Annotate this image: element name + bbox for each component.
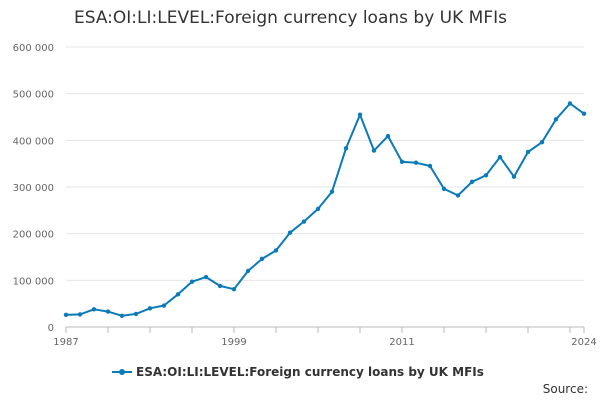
data-point	[357, 112, 363, 117]
data-point	[455, 193, 461, 198]
data-point	[231, 287, 237, 292]
data-point	[525, 149, 531, 155]
data-point	[91, 307, 97, 312]
data-point	[217, 283, 223, 289]
data-point	[399, 159, 405, 164]
x-tick-label: 2024	[571, 337, 596, 348]
data-point	[273, 248, 279, 253]
data-point	[119, 313, 125, 318]
data-point	[385, 133, 391, 139]
data-point	[343, 146, 349, 151]
chart-title: ESA:OI:LI:LEVEL:Foreign currency loans b…	[74, 8, 507, 28]
data-point	[63, 312, 69, 318]
data-point	[581, 111, 587, 116]
y-tick-label: 200 000	[13, 230, 54, 241]
y-tick-label: 400 000	[13, 136, 54, 147]
data-point	[287, 230, 293, 235]
legend-swatch-icon	[112, 367, 132, 377]
data-point	[483, 173, 489, 178]
data-point	[511, 174, 517, 179]
y-tick-label: 500 000	[13, 90, 54, 101]
source-label: Source:	[542, 382, 588, 396]
x-tick-label: 1999	[221, 337, 246, 348]
series-layer	[63, 101, 587, 318]
data-point	[189, 279, 195, 284]
data-point	[567, 101, 573, 106]
legend[interactable]: ESA:OI:LI:LEVEL:Foreign currency loans b…	[112, 365, 484, 379]
data-point	[301, 219, 307, 224]
data-point	[315, 206, 321, 212]
data-point	[203, 274, 209, 280]
grid-lines	[66, 46, 584, 328]
data-point	[77, 312, 83, 317]
data-point	[147, 306, 153, 311]
data-point	[133, 311, 139, 317]
y-tick-label: 0	[48, 323, 54, 334]
series-line	[65, 102, 585, 317]
data-point	[161, 303, 167, 308]
data-point	[245, 268, 251, 274]
data-point	[175, 292, 181, 297]
x-tick-label: 1987	[53, 337, 78, 348]
x-tick-label: 2011	[389, 337, 414, 348]
legend-label: ESA:OI:LI:LEVEL:Foreign currency loans b…	[136, 365, 484, 379]
data-point	[539, 140, 545, 145]
data-point	[329, 189, 335, 194]
y-tick-label: 100 000	[13, 276, 54, 287]
data-point	[259, 256, 265, 262]
data-point	[413, 160, 419, 165]
data-point	[553, 117, 559, 122]
data-point	[371, 148, 377, 153]
data-point	[497, 154, 503, 160]
data-point	[427, 163, 433, 169]
data-point	[441, 186, 447, 192]
data-point	[469, 179, 475, 185]
axes: 0 100 000 200 000 300 000 400 000 500 000 600 …	[13, 43, 597, 348]
y-tick-label: 300 000	[13, 183, 54, 194]
data-point	[105, 309, 111, 314]
y-tick-label: 600 000	[13, 43, 54, 54]
